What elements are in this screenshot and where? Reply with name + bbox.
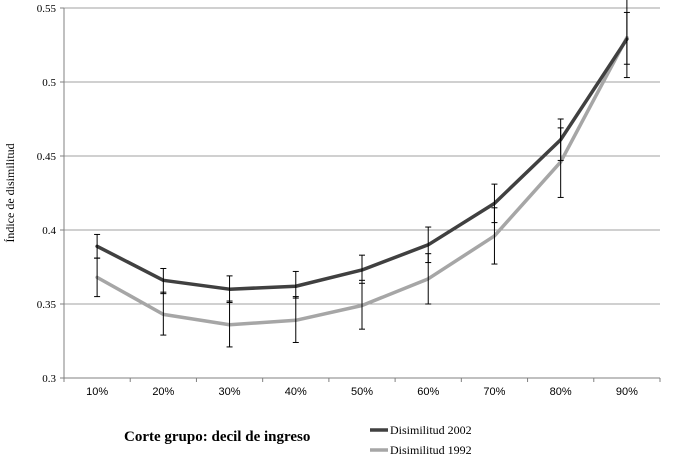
legend: Disimilitud 2002 Disimilitud 1992: [370, 423, 472, 457]
legend-label-0: Disimilitud 2002: [390, 423, 472, 437]
x-tick-labels: 10% 20% 30% 40% 50% 60% 70% 80% 90%: [63, 378, 661, 398]
x-tick-label-7: 80%: [550, 386, 572, 398]
y-tick-labels: 0.3 0.35 0.4 0.45 0.5 0.55: [37, 3, 64, 385]
series-line-0: [95, 37, 629, 291]
gridlines: [64, 7, 660, 305]
x-tick-label-4: 50%: [351, 386, 373, 398]
error-bars: [94, 0, 630, 348]
y-tick-label-1: 0.35: [37, 299, 57, 311]
y-axis-label: Índice de disimilitud: [3, 143, 17, 242]
x-tick-label-2: 30%: [219, 386, 241, 398]
y-tick-label-5: 0.55: [37, 3, 57, 15]
x-tick-label-0: 10%: [86, 386, 108, 398]
y-tick-label-4: 0.5: [42, 77, 56, 89]
y-tick-label-2: 0.4: [42, 225, 56, 237]
legend-label-1: Disimilitud 1992: [390, 443, 472, 457]
x-tick-label-8: 90%: [616, 386, 638, 398]
x-tick-label-3: 40%: [285, 386, 307, 398]
y-tick-label-0: 0.3: [42, 373, 56, 385]
x-tick-label-1: 20%: [152, 386, 174, 398]
y-tick-label-3: 0.45: [37, 151, 57, 163]
x-axis-label: Corte grupo: decil de ingreso: [124, 429, 310, 445]
x-tick-label-5: 60%: [417, 386, 439, 398]
x-tick-label-6: 70%: [483, 386, 505, 398]
